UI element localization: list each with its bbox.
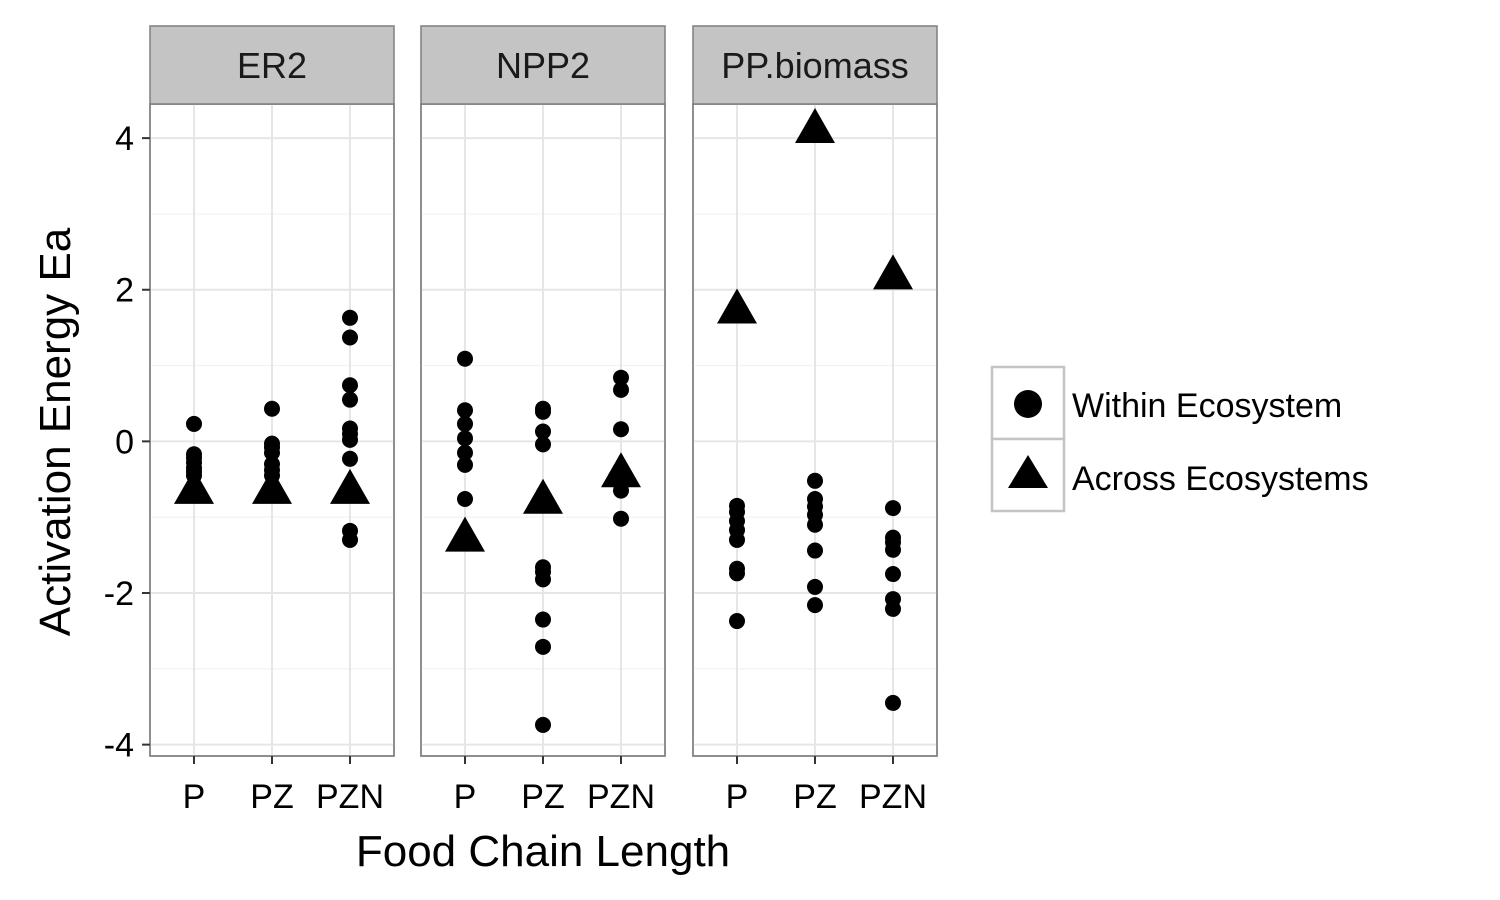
- x-tick-label: PZN: [587, 778, 655, 816]
- within-point: [264, 400, 280, 417]
- x-tick-label: PZ: [521, 778, 564, 816]
- within-point: [535, 436, 551, 453]
- data-points: [174, 108, 913, 733]
- across-point: [601, 452, 641, 488]
- within-point: [535, 611, 551, 628]
- within-point: [729, 613, 745, 630]
- within-point: [457, 456, 473, 473]
- within-point: [342, 450, 358, 467]
- facet-strip-label: ER2: [237, 45, 307, 86]
- within-point: [885, 694, 901, 711]
- within-point: [264, 444, 280, 461]
- y-tick-label: -4: [104, 727, 134, 765]
- within-point: [457, 444, 473, 461]
- within-point: [613, 381, 629, 398]
- within-point: [186, 415, 202, 432]
- within-point: [729, 531, 745, 548]
- within-point: [729, 565, 745, 582]
- within-point: [885, 500, 901, 517]
- within-point: [807, 578, 823, 595]
- across-point: [174, 468, 214, 504]
- within-point: [342, 391, 358, 408]
- x-tick-label: P: [183, 778, 206, 816]
- within-point: [535, 403, 551, 420]
- legend: Within Ecosystem Across Ecosystems: [990, 365, 1369, 513]
- facet-strip: [692, 25, 938, 105]
- within-point: [535, 423, 551, 440]
- within-point: [342, 329, 358, 346]
- within-point: [535, 638, 551, 655]
- x-tick-label: PZ: [793, 778, 836, 816]
- x-tick-label: PZN: [316, 778, 384, 816]
- across-point: [795, 108, 835, 144]
- legend-triangle-icon: [1008, 455, 1048, 488]
- within-point: [885, 566, 901, 583]
- legend-label-across: Across Ecosystems: [1072, 460, 1369, 498]
- x-tick-label: PZ: [250, 778, 293, 816]
- facet-strip: [420, 25, 666, 105]
- within-point: [342, 377, 358, 394]
- legend-label-within: Within Ecosystem: [1072, 387, 1342, 425]
- within-point: [807, 516, 823, 533]
- across-point: [445, 516, 485, 552]
- facet-strip-label: PP.biomass: [721, 45, 908, 86]
- x-tick-label: P: [454, 778, 477, 816]
- within-point: [342, 309, 358, 326]
- within-point: [807, 597, 823, 614]
- within-point: [457, 490, 473, 507]
- facet-strip-label: NPP2: [496, 45, 590, 86]
- facet-strip: [149, 25, 395, 105]
- within-point: [613, 369, 629, 386]
- within-point: [457, 415, 473, 432]
- x-axis-title: Food Chain Length: [356, 827, 730, 876]
- within-point: [613, 421, 629, 438]
- within-point: [342, 531, 358, 548]
- within-point: [807, 472, 823, 489]
- axes: P PZ PZN P PZ PZN P PZ PZN -4 -2 0 2 4: [104, 120, 927, 816]
- y-tick-label: 0: [115, 423, 134, 461]
- y-tick-label: 2: [115, 272, 134, 310]
- within-point: [535, 571, 551, 588]
- legend-circle-icon: [1014, 390, 1042, 418]
- within-point: [807, 542, 823, 559]
- across-point: [873, 254, 913, 290]
- across-point: [330, 468, 370, 504]
- within-point: [885, 541, 901, 558]
- y-axis-title: Activation Energy Ea: [31, 227, 80, 636]
- x-tick-label: PZN: [859, 778, 927, 816]
- across-point: [523, 478, 563, 514]
- x-tick-label: P: [726, 778, 749, 816]
- across-point: [252, 468, 292, 504]
- across-point: [717, 288, 757, 324]
- within-point: [457, 430, 473, 447]
- within-point: [613, 510, 629, 527]
- within-point: [457, 402, 473, 419]
- within-point: [457, 350, 473, 367]
- y-tick-label: 4: [115, 120, 134, 158]
- y-tick-label: -2: [104, 575, 134, 613]
- within-point: [342, 431, 358, 448]
- within-point: [535, 716, 551, 733]
- within-point: [885, 600, 901, 617]
